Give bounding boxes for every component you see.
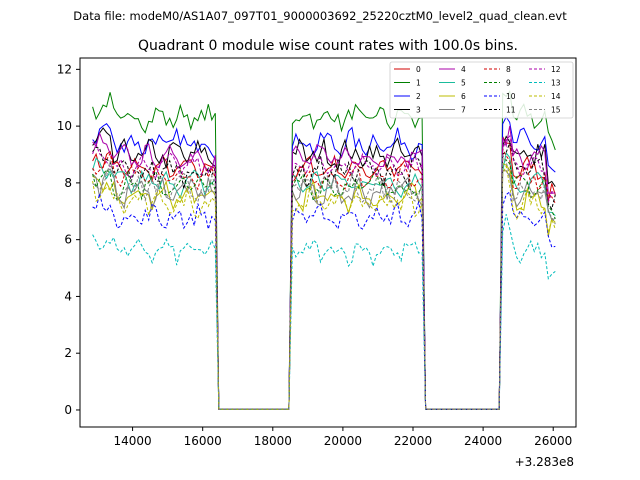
- y-tick-label: 6: [64, 233, 72, 247]
- legend-label-11: 11: [506, 106, 516, 115]
- x-tick-label: 18000: [254, 434, 292, 448]
- legend-label-8: 8: [506, 65, 511, 74]
- legend-label-14: 14: [551, 92, 561, 101]
- axis-ticks: 14000 16000 18000 20000 22000 24000 26000 0 2 4 6 8…: [57, 62, 573, 448]
- x-tick-label: 14000: [113, 434, 151, 448]
- x-tick-label: 16000: [184, 434, 222, 448]
- series-line-13: [92, 214, 556, 410]
- series-line-15: [92, 154, 556, 410]
- legend-label-15: 15: [551, 106, 561, 115]
- x-tick-label: 24000: [464, 434, 502, 448]
- y-tick-label: 2: [64, 346, 72, 360]
- legend-label-10: 10: [506, 92, 516, 101]
- legend-label-7: 7: [461, 106, 466, 115]
- y-tick-label: 8: [64, 176, 72, 190]
- chart-title: Quadrant 0 module wise count rates with …: [138, 38, 518, 54]
- x-tick-label: 22000: [394, 434, 432, 448]
- legend-label-2: 2: [416, 92, 421, 101]
- x-tick-label: 20000: [324, 434, 362, 448]
- y-tick-label: 10: [57, 119, 72, 133]
- x-offset-label: +3.283e8: [515, 455, 574, 469]
- axes-frame: [79, 57, 577, 428]
- y-tick-label: 0: [64, 403, 72, 417]
- legend-label-13: 13: [551, 79, 561, 88]
- y-tick-label: 12: [57, 62, 72, 76]
- legend-label-0: 0: [416, 65, 421, 74]
- legend-label-6: 6: [461, 92, 466, 101]
- figure-suptitle: Data file: modeM0/AS1A07_097T01_90000036…: [73, 9, 567, 23]
- legend-label-5: 5: [461, 79, 466, 88]
- legend-label-3: 3: [416, 106, 421, 115]
- y-tick-label: 4: [64, 289, 72, 303]
- series-line-14: [92, 164, 556, 410]
- legend-label-12: 12: [551, 65, 561, 74]
- legend-label-1: 1: [416, 79, 421, 88]
- plot-area: [92, 90, 556, 410]
- x-tick-label: 26000: [534, 434, 572, 448]
- legend-label-4: 4: [461, 65, 466, 74]
- legend-frame: [389, 61, 574, 119]
- legend-label-9: 9: [506, 79, 511, 88]
